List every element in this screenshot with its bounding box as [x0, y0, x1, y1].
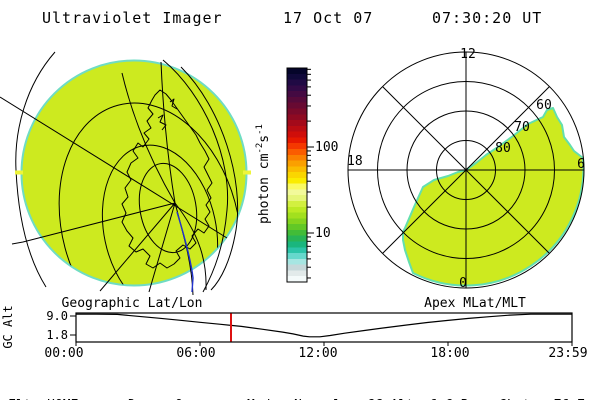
right-panel-caption: Apex MLat/MLT	[424, 296, 526, 311]
gc-alt-panel: Geographic Lat/Lon Apex MLat/MLT 9.0 1.8…	[1, 296, 588, 361]
colorbar-ticks	[307, 68, 314, 279]
limb-tick-left	[15, 170, 23, 175]
gc-alt-curve	[76, 313, 572, 338]
mlt-6-label: 6	[577, 157, 585, 172]
gc-axis-ticks	[70, 315, 573, 346]
status-gcalt: GC Alt: 6.6 Re	[367, 397, 477, 400]
apex-polar-panel: 12 18 6 0 80 70 60	[347, 47, 585, 291]
svg-text:06:00: 06:00	[176, 346, 215, 361]
status-glat: GLat: -76.7	[499, 397, 585, 400]
svg-text:23:59: 23:59	[548, 346, 587, 361]
colorbar-panel: photon cm-2s-1 100 10	[255, 67, 338, 283]
polar-labels: 12 18 6 0 80 70 60	[347, 47, 585, 291]
colorbar-tick-10: 10	[315, 226, 331, 241]
gc-ylabel: GC Alt	[1, 305, 15, 348]
mlt-12-label: 12	[460, 47, 476, 62]
latitude-grid	[58, 89, 242, 285]
time-label: 07:30:20 UT	[432, 9, 543, 27]
status-flt: Flt: HOME	[8, 397, 78, 400]
gc-ytick-low: 1.8	[46, 328, 68, 342]
svg-text:18:00: 18:00	[430, 346, 469, 361]
mlat-60-label: 60	[536, 98, 552, 113]
colorbar-gradient	[286, 67, 308, 283]
status-col-mode: Mode: Normal Dsp: 6.0	[247, 361, 341, 400]
gc-ytick-high: 9.0	[46, 309, 68, 323]
gc-xtick-labels: 00:00 06:00 12:00 18:00 23:59	[44, 346, 587, 361]
orbit-track-line	[176, 211, 194, 293]
external-grid-arc	[15, 51, 56, 288]
mlt-18-label: 18	[347, 154, 363, 169]
colorbar-unit-label: photon cm-2s-1	[255, 124, 272, 224]
island-outline	[157, 114, 167, 131]
app-title: Ultraviolet Imager	[42, 9, 223, 27]
status-door: Door: Open	[128, 397, 206, 400]
geographic-image-panel	[0, 51, 251, 296]
colorbar-tick-100: 100	[315, 140, 338, 155]
status-col-door: Door: Open Gain: 14	[128, 361, 206, 400]
mlat-70-label: 70	[514, 120, 530, 135]
polar-grid	[347, 51, 585, 289]
mlt-0-label: 0	[459, 276, 467, 291]
svg-text:12:00: 12:00	[298, 346, 337, 361]
svg-text:00:00: 00:00	[44, 346, 83, 361]
status-mode: Mode: Normal	[247, 397, 341, 400]
limb-tick-right	[243, 170, 251, 175]
left-panel-caption: Geographic Lat/Lon	[62, 296, 203, 311]
status-col-flight: Flt: HOME IP: 36.0	[8, 361, 78, 400]
coastline	[121, 89, 213, 269]
status-col-gcalt: GC Alt: 6.6 Re Seq: 39	[367, 361, 477, 400]
mlat-80-label: 80	[495, 141, 511, 156]
date-label: 17 Oct 07	[283, 9, 374, 27]
status-col-glat: GLat: -76.7 GLon: 220.0	[499, 361, 585, 400]
island-outline	[169, 98, 178, 110]
